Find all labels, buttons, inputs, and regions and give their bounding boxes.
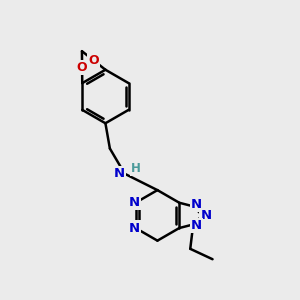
Text: N: N <box>114 167 125 180</box>
Text: N: N <box>191 198 202 211</box>
Text: O: O <box>77 61 87 74</box>
Text: N: N <box>128 196 140 209</box>
Text: N: N <box>191 219 202 232</box>
Text: H: H <box>131 162 141 175</box>
Text: O: O <box>88 54 99 67</box>
Text: N: N <box>200 209 211 222</box>
Text: N: N <box>128 221 140 235</box>
